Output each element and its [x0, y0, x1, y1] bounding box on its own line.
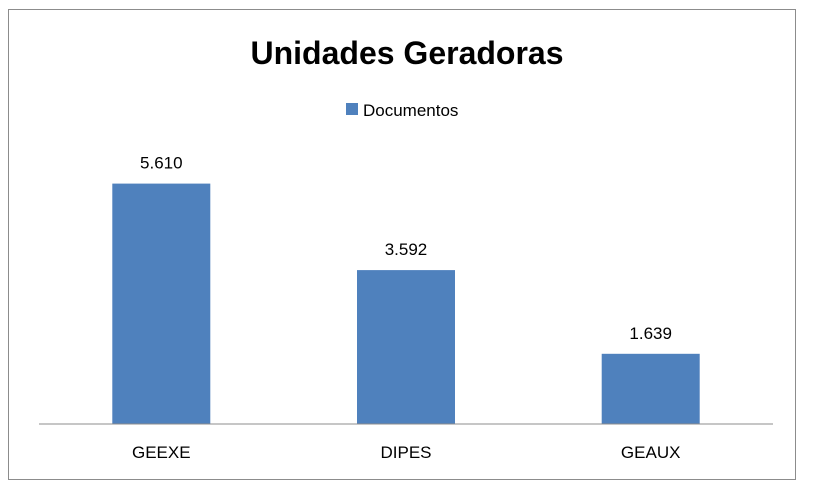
value-label-dipes: 3.592 — [385, 240, 428, 259]
bar-geaux — [601, 353, 700, 424]
legend: Documentos — [346, 101, 458, 120]
value-label-geaux: 1.639 — [629, 324, 672, 343]
value-labels-group: 5.610 3.592 1.639 — [140, 154, 672, 343]
chart-title: Unidades Geradoras — [251, 35, 564, 71]
bar-dipes — [357, 270, 455, 424]
x-tick-label-geexe: GEEXE — [132, 443, 191, 462]
bar-geexe — [112, 183, 211, 424]
legend-swatch — [346, 103, 358, 115]
bars-group — [112, 183, 700, 424]
value-label-geexe: 5.610 — [140, 154, 183, 173]
x-tick-labels-group: GEEXE DIPES GEAUX — [132, 443, 680, 462]
legend-label-documentos: Documentos — [363, 101, 458, 120]
x-tick-label-geaux: GEAUX — [621, 443, 681, 462]
x-tick-label-dipes: DIPES — [380, 443, 431, 462]
